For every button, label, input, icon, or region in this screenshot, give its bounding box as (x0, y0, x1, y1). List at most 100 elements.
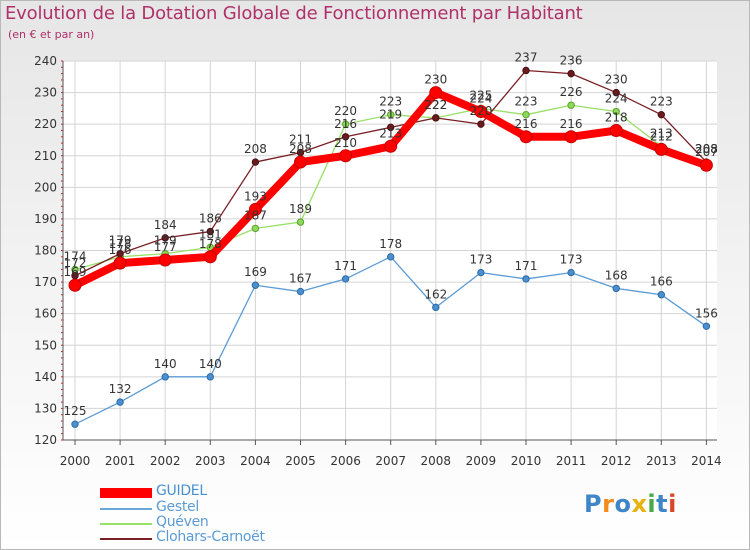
data-point-guidel (248, 202, 262, 216)
x-tick-label: 2012 (601, 454, 632, 468)
data-label-clohars-carno-t: 172 (64, 256, 87, 270)
logo-letter: x (631, 490, 648, 518)
x-tick-label: 2010 (511, 454, 542, 468)
data-point-gestel (206, 373, 215, 381)
logo-letter: i (647, 490, 657, 518)
data-label-clohars-carno-t: 223 (650, 95, 673, 109)
data-label-guidel: 230 (424, 73, 447, 87)
data-label-guidel: 169 (64, 265, 87, 279)
y-tick-label: 160 (34, 307, 57, 321)
data-label-gestel: 156 (695, 306, 718, 320)
data-label-qu-ven: 224 (605, 92, 628, 106)
legend-label-clohars-carno-t: Clohars-Carnoët (156, 529, 265, 545)
data-point-clohars-carno-t (432, 114, 440, 122)
data-label-qu-ven: 222 (424, 98, 447, 112)
chart-subtitle: (en € et par an) (8, 28, 95, 41)
data-point-gestel (657, 291, 665, 299)
data-label-gestel: 173 (560, 253, 583, 267)
data-label-clohars-carno-t: 230 (605, 73, 628, 87)
data-label-gestel: 140 (199, 357, 222, 371)
proxiti-logo: Proxiti (584, 490, 677, 518)
data-point-gestel (161, 373, 169, 381)
data-point-guidel (609, 123, 623, 137)
data-label-qu-ven: 223 (379, 95, 402, 109)
data-label-guidel: 218 (605, 110, 628, 124)
data-label-qu-ven: 189 (289, 202, 312, 216)
y-tick-label: 200 (34, 180, 57, 194)
data-point-qu-ven (567, 101, 575, 109)
data-label-gestel: 166 (650, 275, 673, 289)
data-point-guidel (339, 149, 353, 163)
data-point-guidel (699, 158, 713, 172)
data-label-qu-ven: 181 (199, 227, 222, 241)
data-point-clohars-carno-t (206, 227, 215, 236)
x-tick-label: 2009 (466, 454, 497, 468)
y-tick-label: 120 (34, 433, 57, 447)
legend-swatch-clohars-carno-t (100, 538, 152, 540)
data-point-gestel (522, 275, 530, 283)
data-point-gestel (432, 303, 440, 312)
y-tick-label: 230 (34, 86, 57, 100)
data-point-clohars-carno-t (341, 133, 350, 141)
data-point-gestel (116, 398, 124, 406)
data-label-guidel: 207 (695, 145, 718, 159)
legend-label-gestel: Gestel (156, 499, 199, 515)
data-point-guidel (429, 86, 443, 100)
chart-title: Evolution de la Dotation Globale de Fonc… (5, 3, 583, 24)
data-label-qu-ven: 178 (109, 237, 132, 251)
data-label-gestel: 167 (289, 272, 312, 286)
data-point-qu-ven (522, 110, 530, 119)
y-tick-label: 140 (34, 370, 57, 384)
x-tick-label: 2002 (150, 454, 181, 468)
data-label-clohars-carno-t: 211 (289, 133, 312, 147)
x-tick-label: 2011 (556, 454, 587, 468)
y-tick-label: 150 (34, 338, 57, 352)
data-label-qu-ven: 208 (695, 142, 718, 156)
data-label-guidel: 216 (560, 117, 583, 131)
data-point-gestel (296, 287, 305, 296)
logo-letter: o (614, 490, 632, 518)
data-point-guidel (203, 250, 217, 264)
data-point-clohars-carno-t (477, 120, 485, 128)
data-point-clohars-carno-t (567, 69, 575, 78)
data-label-gestel: 162 (424, 287, 447, 301)
data-point-gestel (387, 253, 395, 261)
data-point-guidel (384, 139, 398, 153)
data-point-gestel (71, 420, 79, 428)
data-label-gestel: 171 (515, 259, 538, 273)
y-tick-label: 190 (34, 212, 57, 226)
data-label-qu-ven: 226 (560, 85, 583, 99)
data-point-qu-ven (296, 218, 305, 226)
data-label-qu-ven: 223 (515, 95, 538, 109)
data-label-clohars-carno-t: 220 (469, 104, 492, 118)
data-label-qu-ven: 213 (650, 126, 673, 140)
data-point-clohars-carno-t (251, 158, 260, 166)
data-point-clohars-carno-t (161, 234, 169, 242)
data-point-gestel (251, 281, 260, 289)
x-tick-label: 2003 (195, 454, 226, 468)
data-label-clohars-carno-t: 222 (424, 98, 447, 112)
data-label-guidel: 177 (154, 240, 177, 254)
data-point-gestel (477, 268, 485, 277)
legend-label-qu-ven: Quéven (156, 514, 209, 530)
data-label-guidel: 178 (199, 237, 222, 251)
data-point-clohars-carno-t (522, 66, 530, 75)
data-label-gestel: 171 (334, 259, 357, 273)
data-label-clohars-carno-t: 179 (109, 234, 132, 248)
x-tick-label: 2013 (646, 454, 677, 468)
data-point-guidel (654, 142, 668, 156)
y-tick-label: 210 (34, 149, 57, 163)
data-label-gestel: 169 (244, 265, 267, 279)
data-point-gestel (341, 275, 350, 283)
data-label-qu-ven: 179 (154, 234, 177, 248)
data-label-gestel: 125 (64, 404, 87, 418)
data-label-qu-ven: 220 (334, 104, 357, 118)
data-label-qu-ven: 225 (469, 88, 492, 102)
x-tick-label: 2005 (285, 454, 316, 468)
data-label-guidel: 224 (469, 92, 492, 106)
logo-letter: t (656, 490, 669, 518)
data-point-guidel (68, 278, 82, 292)
data-label-guidel: 208 (289, 142, 312, 156)
x-tick-label: 2006 (330, 454, 361, 468)
data-point-guidel (519, 130, 533, 144)
